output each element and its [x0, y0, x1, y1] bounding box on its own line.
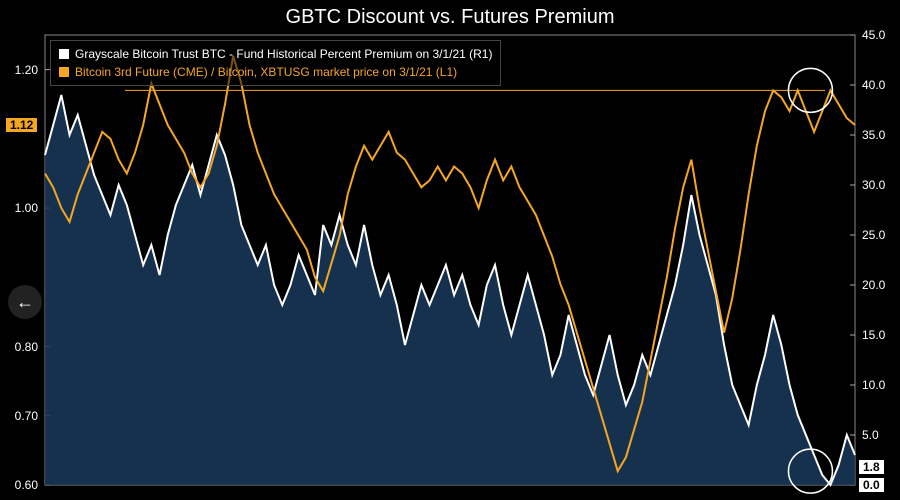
y-left-tick: 1.20 [15, 63, 38, 77]
y-right-tick: 10.0 [862, 378, 885, 392]
legend-row-1: Grayscale Bitcoin Trust BTC - Fund Histo… [59, 45, 492, 63]
y-right-tick: 5.0 [862, 428, 879, 442]
arrow-left-icon: ← [16, 292, 34, 313]
y-right-tick: 15.0 [862, 328, 885, 342]
y-right-tick: 35.0 [862, 128, 885, 142]
left-axis-marker: 1.12 [6, 118, 37, 132]
y-right-tick: 25.0 [862, 228, 885, 242]
legend: Grayscale Bitcoin Trust BTC - Fund Histo… [50, 40, 501, 86]
y-right-tick: 45.0 [862, 28, 885, 42]
y-left-tick: 1.00 [15, 201, 38, 215]
legend-row-2: Bitcoin 3rd Future (CME) / Bitcoin, XBTU… [59, 63, 492, 81]
chart-root: GBTC Discount vs. Futures Premium Graysc… [0, 0, 900, 500]
right-axis-marker: 1.8 [859, 460, 884, 474]
chart-title: GBTC Discount vs. Futures Premium [0, 6, 900, 29]
legend-label-1: Grayscale Bitcoin Trust BTC - Fund Histo… [75, 45, 492, 63]
legend-swatch-2 [59, 67, 69, 77]
y-right-tick: 30.0 [862, 178, 885, 192]
legend-label-2: Bitcoin 3rd Future (CME) / Bitcoin, XBTU… [75, 63, 457, 81]
back-button[interactable]: ← [8, 285, 42, 319]
y-right-tick: 40.0 [862, 78, 885, 92]
right-axis-marker: 0.0 [859, 478, 884, 492]
y-left-tick: 0.60 [15, 478, 38, 492]
y-left-tick: 0.70 [15, 409, 38, 423]
legend-swatch-1 [59, 49, 69, 59]
y-right-tick: 20.0 [862, 278, 885, 292]
y-left-tick: 0.80 [15, 340, 38, 354]
